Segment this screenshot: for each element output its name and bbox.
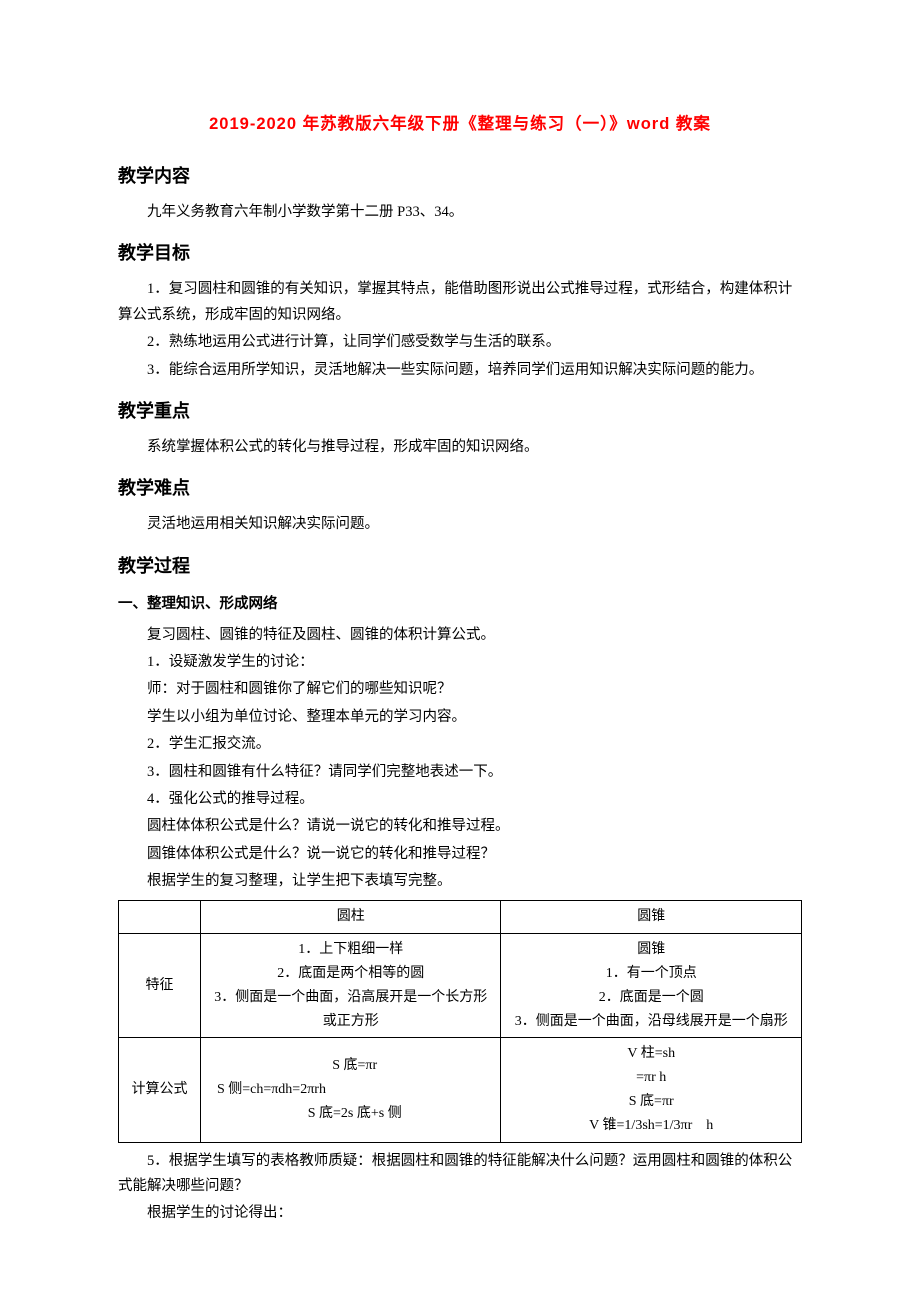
cone-feat-0: 圆锥 <box>509 938 793 962</box>
para-process-3: 师：对于圆柱和圆锥你了解它们的哪些知识呢？ <box>118 677 802 702</box>
cyl-feat-1: 1．上下粗细一样 <box>209 938 493 962</box>
cell-cylinder-formula: S 底=πr S 侧=ch=πdh=2πrh S 底=2s 底+s 侧 <box>200 1038 501 1142</box>
th-cone: 圆锥 <box>501 901 802 934</box>
comparison-table: 圆柱 圆锥 特征 1．上下粗细一样 2．底面是两个相等的圆 3．侧面是一个曲面，… <box>118 900 802 1142</box>
para-process-4: 学生以小组为单位讨论、整理本单元的学习内容。 <box>118 705 802 730</box>
page-title: 2019-2020 年苏教版六年级下册《整理与练习（一）》word 教案 <box>118 110 802 134</box>
para-after-2: 根据学生的讨论得出： <box>118 1201 802 1226</box>
cone-feat-2: 2．底面是一个圆 <box>509 986 793 1010</box>
cone-form-2: =πr h <box>509 1066 793 1090</box>
cyl-form-3: S 底=2s 底+s 侧 <box>217 1102 493 1126</box>
cone-form-1: V 柱=sh <box>509 1042 793 1066</box>
section-heading-process: 教学过程 <box>118 552 802 578</box>
cone-form-4: V 锥=1/3sh=1/3πr h <box>509 1114 793 1138</box>
para-focus: 系统掌握体积公式的转化与推导过程，形成牢固的知识网络。 <box>118 435 802 460</box>
table-header-row: 圆柱 圆锥 <box>119 901 802 934</box>
cyl-form-1: S 底=πr <box>217 1054 493 1078</box>
para-process-7: 4．强化公式的推导过程。 <box>118 787 802 812</box>
para-content: 九年义务教育六年制小学数学第十二册 P33、34。 <box>118 200 802 225</box>
para-difficulty: 灵活地运用相关知识解决实际问题。 <box>118 512 802 537</box>
table-row-formula: 计算公式 S 底=πr S 侧=ch=πdh=2πrh S 底=2s 底+s 侧… <box>119 1038 802 1142</box>
section-heading-focus: 教学重点 <box>118 397 802 423</box>
para-process-1: 复习圆柱、圆锥的特征及圆柱、圆锥的体积计算公式。 <box>118 623 802 648</box>
para-goal-1: 1．复习圆柱和圆锥的有关知识，掌握其特点，能借助图形说出公式推导过程，式形结合，… <box>118 277 802 328</box>
subheading-process: 一、整理知识、形成网络 <box>118 592 802 613</box>
cell-cone-formula: V 柱=sh =πr h S 底=πr V 锥=1/3sh=1/3πr h <box>501 1038 802 1142</box>
cone-form-3: S 底=πr <box>509 1090 793 1114</box>
para-process-9: 圆锥体体积公式是什么？说一说它的转化和推导过程？ <box>118 842 802 867</box>
cone-feat-1: 1．有一个顶点 <box>509 962 793 986</box>
table-row-feature: 特征 1．上下粗细一样 2．底面是两个相等的圆 3．侧面是一个曲面，沿高展开是一… <box>119 934 802 1038</box>
section-heading-content: 教学内容 <box>118 162 802 188</box>
para-goal-2: 2．熟练地运用公式进行计算，让同学们感受数学与生活的联系。 <box>118 330 802 355</box>
row-label-formula: 计算公式 <box>119 1038 201 1142</box>
para-process-2: 1．设疑激发学生的讨论： <box>118 650 802 675</box>
cell-cone-feature: 圆锥 1．有一个顶点 2．底面是一个圆 3．侧面是一个曲面，沿母线展开是一个扇形 <box>501 934 802 1038</box>
th-cylinder: 圆柱 <box>200 901 501 934</box>
cyl-feat-2: 2．底面是两个相等的圆 <box>209 962 493 986</box>
para-process-10: 根据学生的复习整理，让学生把下表填写完整。 <box>118 869 802 894</box>
section-heading-goal: 教学目标 <box>118 239 802 265</box>
para-process-6: 3．圆柱和圆锥有什么特征？请同学们完整地表述一下。 <box>118 760 802 785</box>
row-label-feature: 特征 <box>119 934 201 1038</box>
para-process-5: 2．学生汇报交流。 <box>118 732 802 757</box>
cell-cylinder-feature: 1．上下粗细一样 2．底面是两个相等的圆 3．侧面是一个曲面，沿高展开是一个长方… <box>200 934 501 1038</box>
para-process-8: 圆柱体体积公式是什么？请说一说它的转化和推导过程。 <box>118 814 802 839</box>
para-after-1: 5．根据学生填写的表格教师质疑：根据圆柱和圆锥的特征能解决什么问题？运用圆柱和圆… <box>118 1149 802 1200</box>
section-heading-difficulty: 教学难点 <box>118 474 802 500</box>
th-blank <box>119 901 201 934</box>
cyl-feat-3: 3．侧面是一个曲面，沿高展开是一个长方形或正方形 <box>209 986 493 1034</box>
cyl-form-2: S 侧=ch=πdh=2πrh <box>217 1078 493 1102</box>
para-goal-3: 3．能综合运用所学知识，灵活地解决一些实际问题，培养同学们运用知识解决实际问题的… <box>118 358 802 383</box>
cone-feat-3: 3．侧面是一个曲面，沿母线展开是一个扇形 <box>509 1010 793 1034</box>
